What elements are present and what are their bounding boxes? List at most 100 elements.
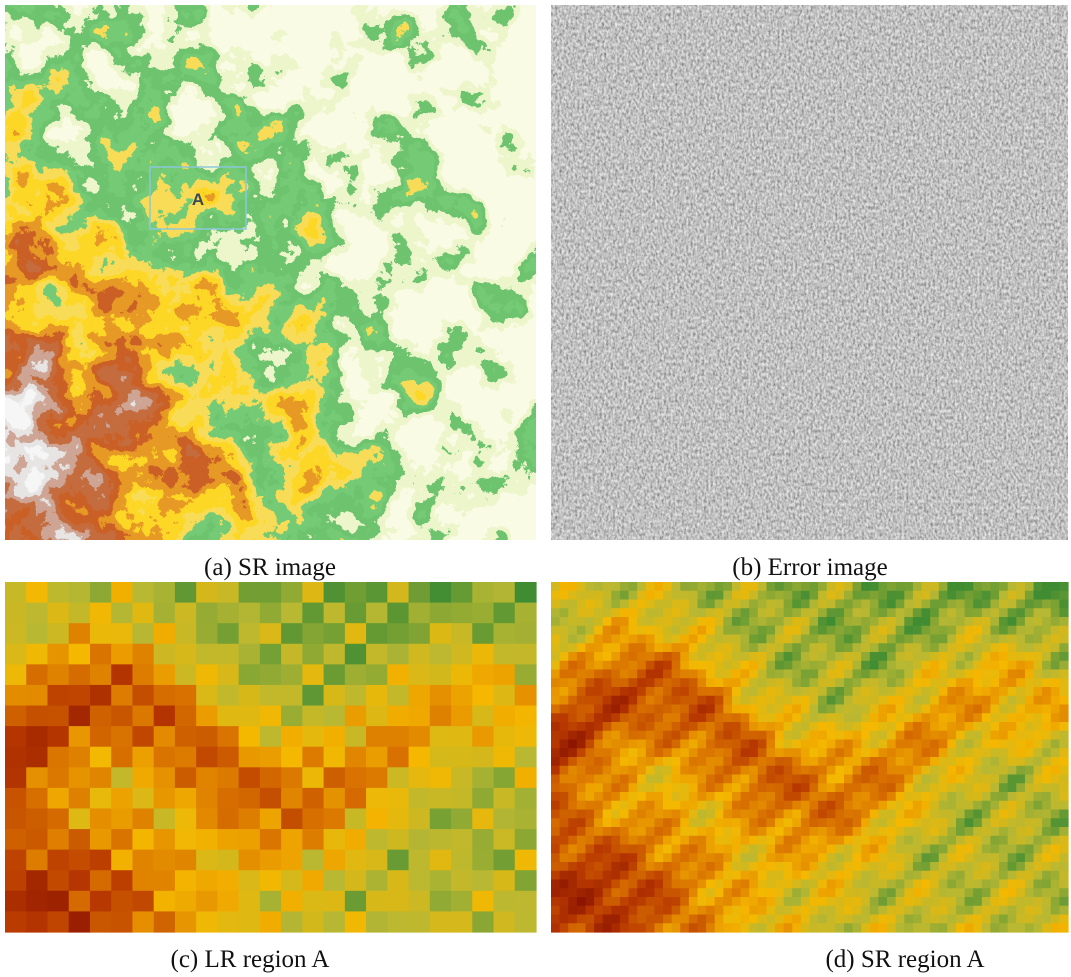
pixel: [896, 766, 905, 775]
pixel: [1008, 871, 1017, 880]
pixel: [999, 705, 1008, 714]
pixel: [680, 617, 689, 626]
pixel: [577, 836, 586, 845]
pixel: [749, 766, 758, 775]
pixel: [680, 915, 689, 924]
pixel: [990, 915, 999, 924]
pixel: [629, 748, 638, 757]
pixel: [646, 897, 655, 906]
pixel: [1016, 748, 1025, 757]
pixel: [1051, 687, 1060, 696]
pixel: [646, 643, 655, 652]
pixel: [1059, 600, 1068, 609]
pixel: [196, 870, 218, 891]
pixel: [810, 678, 819, 687]
pixel: [947, 652, 956, 661]
pixel: [629, 626, 638, 635]
pixel: [345, 829, 367, 850]
pixel: [844, 635, 853, 644]
pixel: [629, 652, 638, 661]
pixel: [766, 775, 775, 784]
pixel: [758, 792, 767, 801]
pixel: [111, 706, 133, 727]
pixel: [366, 664, 388, 685]
pixel: [629, 617, 638, 626]
pixel: [732, 600, 741, 609]
pixel: [896, 626, 905, 635]
pixel: [689, 827, 698, 836]
pixel: [913, 906, 922, 915]
pixel: [990, 801, 999, 810]
pixel: [366, 685, 388, 706]
pixel: [430, 582, 452, 603]
pixel: [732, 766, 741, 775]
pixel: [801, 766, 810, 775]
pixel: [1016, 608, 1025, 617]
pixel: [1016, 897, 1025, 906]
sr-image: [5, 5, 536, 540]
pixel: [568, 775, 577, 784]
pixel: [132, 623, 154, 644]
pixel: [853, 801, 862, 810]
pixel: [775, 687, 784, 696]
pixel: [913, 678, 922, 687]
pixel: [175, 829, 197, 850]
pixel: [5, 829, 27, 850]
pixel: [451, 850, 473, 871]
pixel: [577, 591, 586, 600]
pixel: [973, 635, 982, 644]
pixel: [844, 678, 853, 687]
pixel: [741, 678, 750, 687]
pixel: [577, 915, 586, 924]
pixel: [913, 871, 922, 880]
pixel: [965, 757, 974, 766]
pixel: [629, 661, 638, 670]
pixel: [741, 801, 750, 810]
pixel: [827, 897, 836, 906]
pixel: [870, 740, 879, 749]
pixel: [629, 792, 638, 801]
pixel: [1016, 871, 1025, 880]
pixel: [715, 853, 724, 862]
pixel: [922, 643, 931, 652]
pixel: [611, 687, 620, 696]
pixel: [896, 880, 905, 889]
pixel: [603, 888, 612, 897]
pixel: [594, 591, 603, 600]
pixel: [585, 862, 594, 871]
pixel: [999, 923, 1008, 932]
pixel: [973, 836, 982, 845]
pixel: [749, 897, 758, 906]
pixel: [965, 661, 974, 670]
pixel: [620, 600, 629, 609]
pixel: [654, 713, 663, 722]
pixel: [646, 801, 655, 810]
pixel: [1042, 731, 1051, 740]
pixel: [1059, 748, 1068, 757]
pixel: [629, 801, 638, 810]
pixel: [956, 705, 965, 714]
pixel: [784, 810, 793, 819]
pixel: [844, 880, 853, 889]
pixel: [844, 731, 853, 740]
pixel: [990, 766, 999, 775]
pixel: [732, 731, 741, 740]
pixel: [922, 827, 931, 836]
pixel: [239, 870, 261, 891]
caption: (c) LR region A: [171, 946, 330, 973]
pixel: [620, 696, 629, 705]
pixel: [835, 888, 844, 897]
pixel: [723, 582, 732, 591]
pixel: [973, 880, 982, 889]
pixel: [749, 853, 758, 862]
pixel: [973, 687, 982, 696]
pixel: [594, 678, 603, 687]
pixel: [663, 670, 672, 679]
pixel: [732, 810, 741, 819]
pixel: [1016, 696, 1025, 705]
pixel: [568, 862, 577, 871]
pixel: [861, 748, 870, 757]
pixel: [154, 664, 176, 685]
pixel: [749, 827, 758, 836]
pixel: [1034, 591, 1043, 600]
